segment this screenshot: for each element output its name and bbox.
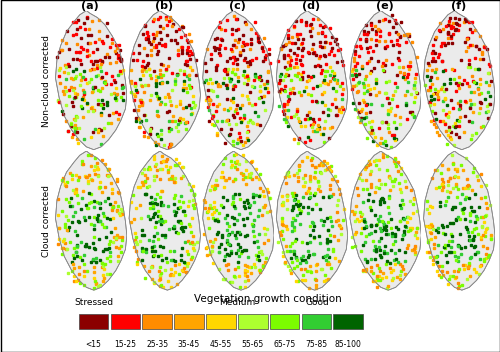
Title: (b): (b) bbox=[154, 1, 173, 11]
Polygon shape bbox=[350, 11, 422, 150]
FancyBboxPatch shape bbox=[142, 314, 172, 329]
Polygon shape bbox=[276, 151, 348, 290]
Text: 45-55: 45-55 bbox=[210, 340, 232, 348]
Title: (f): (f) bbox=[450, 1, 466, 11]
Polygon shape bbox=[129, 11, 200, 150]
FancyBboxPatch shape bbox=[302, 314, 331, 329]
Text: 85-100: 85-100 bbox=[335, 340, 361, 348]
Text: Stressed: Stressed bbox=[74, 297, 113, 307]
FancyBboxPatch shape bbox=[206, 314, 236, 329]
Text: Non-cloud corrected: Non-cloud corrected bbox=[42, 35, 51, 127]
FancyBboxPatch shape bbox=[334, 314, 363, 329]
Text: Cloud corrected: Cloud corrected bbox=[42, 185, 51, 257]
Polygon shape bbox=[129, 151, 200, 290]
Text: 75-85: 75-85 bbox=[306, 340, 328, 348]
Text: 35-45: 35-45 bbox=[178, 340, 200, 348]
Text: 55-65: 55-65 bbox=[242, 340, 264, 348]
Polygon shape bbox=[56, 11, 127, 150]
Title: (d): (d) bbox=[302, 1, 320, 11]
FancyBboxPatch shape bbox=[270, 314, 300, 329]
Polygon shape bbox=[56, 151, 127, 290]
Text: 15-25: 15-25 bbox=[114, 340, 136, 348]
Polygon shape bbox=[424, 11, 495, 150]
FancyBboxPatch shape bbox=[110, 314, 140, 329]
FancyBboxPatch shape bbox=[174, 314, 204, 329]
Text: 65-75: 65-75 bbox=[274, 340, 295, 348]
Polygon shape bbox=[350, 151, 422, 290]
Title: (a): (a) bbox=[81, 1, 99, 11]
Text: Vegetation growth condition: Vegetation growth condition bbox=[194, 294, 342, 304]
Text: Good: Good bbox=[306, 297, 330, 307]
Title: (e): (e) bbox=[376, 1, 394, 11]
Polygon shape bbox=[202, 11, 274, 150]
FancyBboxPatch shape bbox=[238, 314, 268, 329]
Title: (c): (c) bbox=[229, 1, 246, 11]
Polygon shape bbox=[276, 11, 348, 150]
Text: Medium: Medium bbox=[218, 297, 255, 307]
Polygon shape bbox=[424, 151, 495, 290]
Text: 25-35: 25-35 bbox=[146, 340, 168, 348]
FancyBboxPatch shape bbox=[78, 314, 108, 329]
Polygon shape bbox=[202, 151, 274, 290]
Text: <15: <15 bbox=[86, 340, 102, 348]
